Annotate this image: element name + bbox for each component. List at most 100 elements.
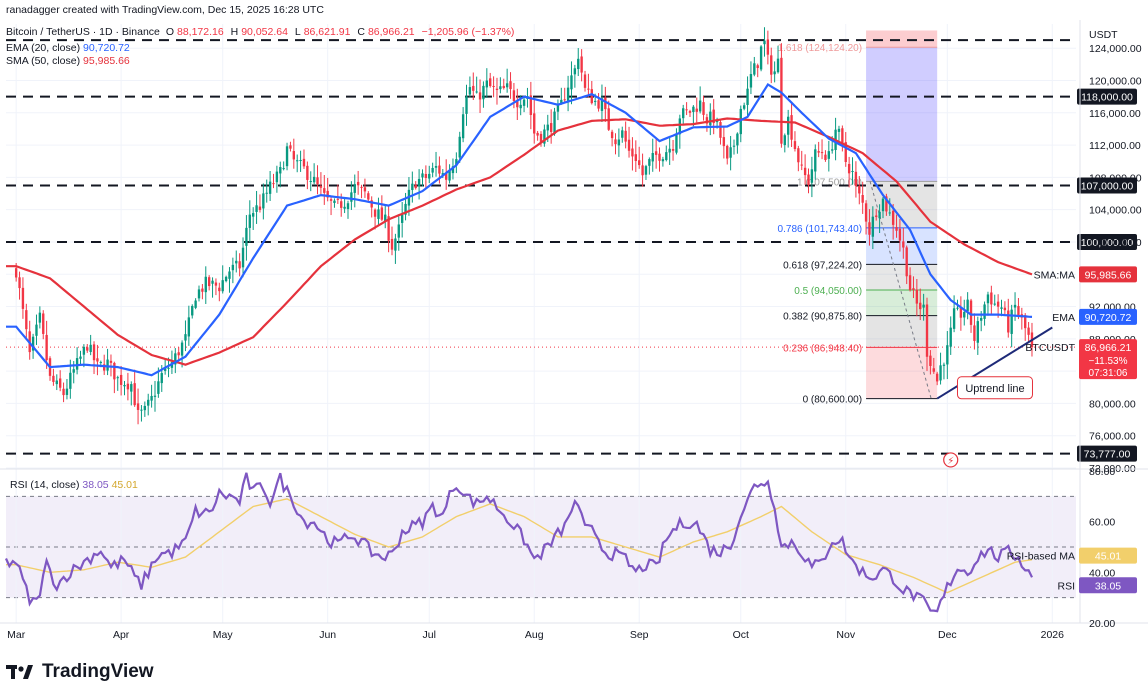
candle-body [858,185,861,194]
candle-body [404,203,407,215]
candle-body [92,344,96,361]
candle-body [333,200,336,203]
candle-body [204,276,207,293]
candle-body [187,317,191,337]
candle-body [990,292,993,305]
candle-body [424,173,428,178]
candle-body [644,166,648,175]
candle-body [986,294,990,304]
candle-body [854,171,858,187]
sma-legend[interactable]: SMA (50, close) 95,985.66 [6,55,130,67]
candle-body [502,85,505,89]
fib-zone [866,315,938,348]
candle-body [299,160,302,162]
candle-body [661,159,665,162]
candle-body [38,312,42,323]
candle-body [790,115,793,140]
candle-body [65,388,69,395]
candle-body [695,108,698,112]
symbol-title[interactable]: Bitcoin / TetherUS · 1D · Binance [6,26,160,38]
candle-body [678,118,682,135]
candle-body [908,275,912,291]
candle-body [925,304,929,357]
candle-body [519,104,522,109]
y-tick-label: 80,000.00 [1089,398,1136,410]
y-tick-label: 116,000.00 [1089,108,1141,120]
fib-zone [866,227,938,265]
last-price-countdown: 07:31:06 [1089,368,1128,379]
candle-body [289,145,292,149]
candle-body [228,271,231,279]
sma-legend-value: 95,985.66 [83,55,130,67]
candle-body [492,85,495,87]
candle-body [604,97,607,110]
candle-body [624,130,627,142]
candle-body [665,152,668,161]
candle-body [431,167,434,173]
candle-body [831,149,834,151]
ohlc-high: 90,052.64 [241,26,288,38]
tradingview-logo[interactable]: TradingView [6,661,154,683]
candle-body [902,241,905,248]
candle-body [86,347,89,351]
candle-body [939,365,942,381]
candle-body [749,74,753,88]
candle-body [130,384,133,392]
candle-body [109,360,113,363]
candle-body [817,151,820,153]
candle-body [844,142,847,163]
y-tick-label: 108,000.00 [1089,172,1142,184]
fib-zone [866,264,938,290]
candle-body [976,321,979,343]
event-marker-glyph: ⚡ [947,456,954,467]
rsi-y-tick-label: 60.00 [1089,517,1115,529]
candle-body [309,181,312,183]
ohlc-c-label: C [357,26,365,38]
candle-body [499,86,502,90]
ema-legend[interactable]: EMA (20, close) 90,720.72 [6,42,130,54]
rsi-ma-line [6,498,1033,594]
rsi-y-tick-label: 20.00 [1089,618,1115,630]
candle-body [800,164,803,166]
candle-body [935,373,939,382]
candle-body [292,151,296,160]
candle-body [1007,310,1010,333]
candle-body [864,203,868,222]
candle-body [58,378,62,388]
candle-body [25,310,28,330]
candle-body [969,300,973,325]
candle-body [617,139,621,146]
candle-body [275,171,279,183]
candle-body [980,318,983,321]
candle-body [566,87,570,101]
candle-body [915,289,919,304]
candle-body [631,148,634,157]
candle-body [746,88,749,105]
fib-level-label: 1 (107,500.00) [797,177,862,188]
symbol-ohlc-row: Bitcoin / TetherUS · 1D · Binance O 88,17… [6,26,517,38]
candle-body [814,149,817,172]
rsi-legend[interactable]: RSI (14, close) 38.05 45.01 [10,479,138,491]
candle-body [231,264,235,271]
candle-body [397,224,400,238]
candle-body [14,268,18,278]
candle-body [411,183,414,191]
candle-body [861,195,864,203]
candle-body [174,353,177,365]
candle-body [136,403,140,410]
candle-body [296,160,299,162]
candle-body [306,165,309,180]
rsi-price-tag [1079,577,1137,594]
candle-body [675,135,678,153]
rsi-legend-value: 38.05 [82,479,109,491]
candle-body [803,167,807,176]
candle-body [82,346,86,355]
candle-body [414,184,417,189]
candle-body [356,181,360,186]
candle-body [143,405,147,411]
candle-body [194,300,197,308]
candle-body [89,344,92,352]
y-tick-label: 112,000.00 [1089,140,1141,152]
